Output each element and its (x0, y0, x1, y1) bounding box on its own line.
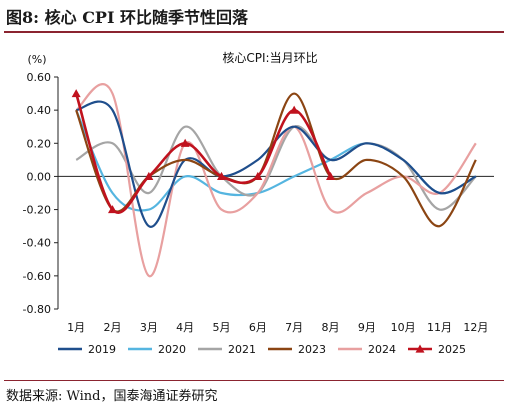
series-line-2024 (75, 83, 477, 277)
x-tick-label: 9月 (358, 321, 376, 334)
y-tick-label: 0.00 (27, 170, 52, 183)
x-tick-label: 8月 (322, 321, 340, 334)
point-2025 (71, 89, 81, 98)
y-tick-label: -0.40 (23, 237, 51, 250)
x-tick-label: 3月 (140, 321, 158, 334)
title-rule (4, 31, 504, 33)
series-line-2019 (75, 100, 477, 228)
legend-marker-2025 (415, 344, 425, 353)
point-2025 (326, 171, 335, 181)
x-tick-label: 5月 (213, 321, 231, 334)
y-tick-label: -0.20 (23, 204, 51, 217)
series-lines (74, 83, 477, 277)
x-tick-label: 1月 (67, 321, 85, 334)
point-2025 (253, 171, 263, 181)
figure-label: 图8: (6, 8, 40, 27)
y-tick-label: 0.40 (27, 104, 52, 117)
x-tick-label: 7月 (285, 321, 303, 334)
legend-label-2019: 2019 (88, 343, 116, 356)
legend-label-2023: 2023 (298, 343, 326, 356)
legend-label-2020: 2020 (158, 343, 186, 356)
y-unit-label: (%) (27, 53, 46, 66)
legend-label-2025: 2025 (438, 343, 466, 356)
source-note: 数据来源: Wind，国泰海通证券研究 (6, 389, 218, 404)
source-rule (4, 380, 504, 381)
x-tick-label: 6月 (249, 321, 267, 334)
y-tick-label: -0.60 (23, 270, 51, 283)
x-tick-label: 12月 (463, 321, 488, 334)
y-tick-label: -0.80 (23, 303, 51, 316)
legend-label-2021: 2021 (228, 343, 256, 356)
x-tick-label: 11月 (427, 321, 452, 334)
point-2025 (289, 105, 299, 114)
x-tick-label: 10月 (391, 321, 416, 334)
figure-title-text: 核心 CPI 环比随季节性回落 (44, 8, 249, 27)
legend: 2019 2020 2021 2023 2024 2025 (58, 343, 466, 356)
point-2025 (180, 138, 190, 147)
point-2025 (217, 171, 226, 181)
chart-title: 核心CPI:当月环比 (222, 51, 317, 65)
point-2025 (108, 205, 117, 214)
axes: 0.60 0.40 0.20 0.00 -0.20 -0.40 -0.60 -0.80 1月 2月… (23, 71, 494, 334)
x-tick-label: 4月 (176, 321, 194, 334)
series-markers (71, 89, 335, 214)
legend-label-2024: 2024 (368, 343, 396, 356)
point-2025 (144, 171, 154, 181)
y-tick-label: 0.60 (27, 71, 52, 84)
x-tick-label: 2月 (104, 321, 122, 334)
line-chart: 核心CPI:当月环比 (%) 0.60 0.40 0.20 0.00 -0.20 -0.4… (23, 51, 494, 356)
y-tick-label: 0.20 (27, 137, 52, 150)
figure-title: 图8: 核心 CPI 环比随季节性回落 (6, 4, 248, 28)
